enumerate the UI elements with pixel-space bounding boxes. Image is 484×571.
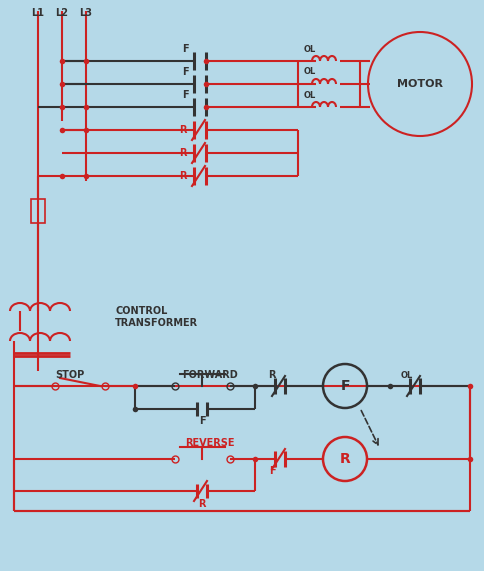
Text: R: R <box>179 148 187 158</box>
Text: F: F <box>269 466 275 476</box>
Text: FORWARD: FORWARD <box>182 370 238 380</box>
Text: R: R <box>268 370 276 380</box>
Text: R: R <box>179 125 187 135</box>
Text: OL: OL <box>401 371 413 380</box>
Text: L1: L1 <box>31 8 45 18</box>
Text: R: R <box>179 171 187 181</box>
Text: F: F <box>199 416 205 426</box>
Text: R: R <box>340 452 350 466</box>
Text: TRANSFORMER: TRANSFORMER <box>115 318 198 328</box>
Text: R: R <box>198 499 206 509</box>
Text: OL: OL <box>304 45 316 54</box>
Text: OL: OL <box>304 67 316 77</box>
Text: REVERSE: REVERSE <box>185 438 235 448</box>
Text: MOTOR: MOTOR <box>397 79 443 89</box>
Text: F: F <box>182 90 188 100</box>
Bar <box>31 199 45 223</box>
Text: L2: L2 <box>56 8 69 18</box>
Text: F: F <box>182 67 188 77</box>
Text: CONTROL: CONTROL <box>115 306 167 316</box>
Text: F: F <box>340 379 350 393</box>
Text: STOP: STOP <box>55 370 85 380</box>
Text: L3: L3 <box>79 8 92 18</box>
Text: F: F <box>182 44 188 54</box>
Text: OL: OL <box>304 90 316 99</box>
